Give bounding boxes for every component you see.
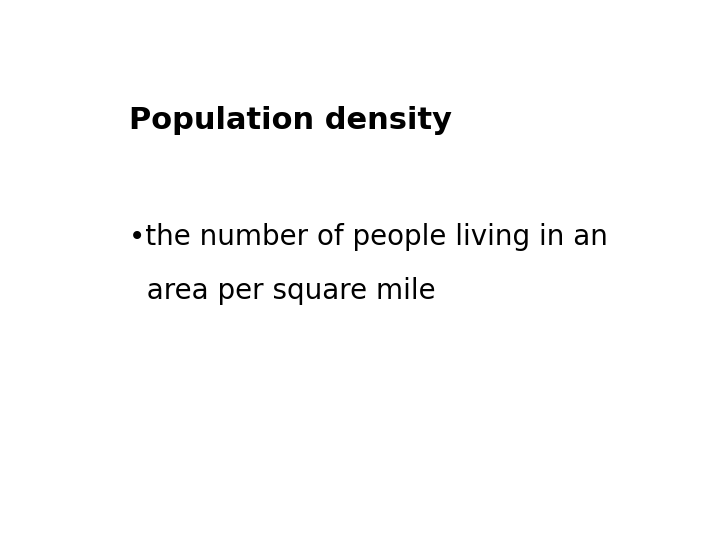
Text: •the number of people living in an: •the number of people living in an xyxy=(129,223,608,251)
Text: Population density: Population density xyxy=(129,106,452,136)
Text: area per square mile: area per square mile xyxy=(129,277,436,305)
